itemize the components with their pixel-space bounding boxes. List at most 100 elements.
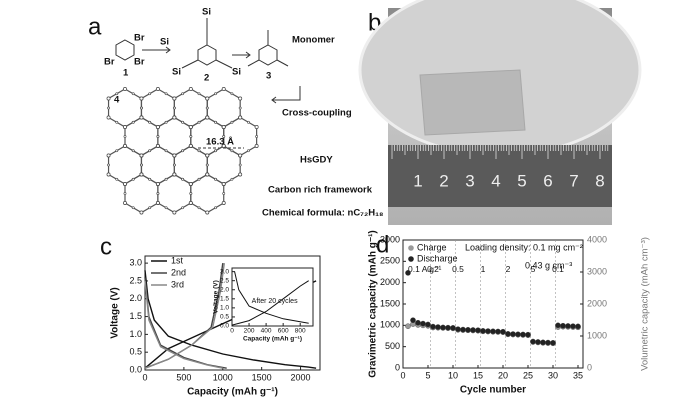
atom xyxy=(107,106,110,110)
rate-label: 5 xyxy=(531,264,536,274)
hexagon xyxy=(206,88,241,128)
atom xyxy=(188,87,193,91)
atom xyxy=(123,201,127,205)
atom xyxy=(148,206,152,210)
atom xyxy=(181,92,184,96)
x-tick-label: 20 xyxy=(498,370,508,380)
atom xyxy=(155,144,160,148)
atom xyxy=(139,210,144,215)
ring xyxy=(258,44,278,66)
plot-frame xyxy=(231,267,314,327)
y-tick-label: 500 xyxy=(385,341,400,351)
atom xyxy=(148,92,152,96)
ruler-label: 2 xyxy=(439,171,448,190)
data-point xyxy=(430,323,436,330)
plot: 0 200 400 600 800 0.0 0.5 1.0 1.5 2.0 2.5 3.0 Capaci… xyxy=(213,267,314,343)
atom xyxy=(238,153,243,158)
data-point xyxy=(475,327,481,334)
atom xyxy=(197,206,201,210)
x-tick-label: 600 xyxy=(278,328,289,335)
x-axis-label: Cycle number xyxy=(460,385,526,396)
y-tick-label: 0.5 xyxy=(220,314,229,321)
atom xyxy=(155,201,160,205)
rate-label: 0.1 xyxy=(552,264,564,274)
atom xyxy=(238,106,242,110)
y-tick-label: 1.5 xyxy=(129,311,142,321)
hexagon xyxy=(124,116,159,157)
atom xyxy=(230,92,234,96)
y-axis-label: Gravimetric capacity (mAh g⁻¹) xyxy=(368,230,379,378)
atom xyxy=(205,172,210,177)
y-tick-label: 2.0 xyxy=(129,293,142,303)
atom xyxy=(197,120,201,124)
atom xyxy=(172,172,177,177)
atom xyxy=(172,153,177,158)
atom xyxy=(197,177,201,181)
annotation: 0.43 g cm⁻³ xyxy=(525,260,572,270)
y-tick-label: 1.0 xyxy=(129,329,142,339)
atom xyxy=(131,177,135,181)
atom xyxy=(221,87,226,91)
ruler-label: 3 xyxy=(465,171,474,190)
annotation: Loading density: 0.1 mg cm⁻² xyxy=(465,242,583,252)
data-point xyxy=(455,326,461,332)
data-point xyxy=(495,328,501,335)
panel-letter: d xyxy=(376,231,389,258)
atom xyxy=(230,149,234,153)
atom xyxy=(164,206,168,210)
plot: 0 5 10 15 20 25 30 35050010001500200025003000Cy… xyxy=(368,230,651,395)
y-tick-label: 2000 xyxy=(380,277,400,287)
atom xyxy=(106,96,111,101)
scheme-label: Chemical formula: nC₇₂H₁₈ xyxy=(262,208,383,219)
atom xyxy=(205,115,210,120)
x-tick-label: 200 xyxy=(244,328,255,335)
atom xyxy=(155,87,160,91)
arrow-head xyxy=(165,46,171,54)
atom xyxy=(148,149,152,153)
atom xyxy=(205,96,210,101)
x-tick-label: 5 xyxy=(425,370,430,380)
data-point xyxy=(410,317,416,324)
data-point xyxy=(405,270,411,276)
data-point xyxy=(515,331,521,338)
y2-tick-label: 3000 xyxy=(587,266,607,276)
atom xyxy=(181,177,184,181)
atom xyxy=(156,135,160,138)
y-tick-label: 1500 xyxy=(380,298,400,308)
y2-tick-label: 1000 xyxy=(587,330,607,340)
atom xyxy=(205,106,209,110)
ring xyxy=(115,39,135,61)
film xyxy=(419,69,526,136)
annotation: After 20 cycles xyxy=(252,298,298,305)
panel-letter: c xyxy=(100,233,112,260)
atom xyxy=(221,201,226,205)
rate-label: 0.5 xyxy=(452,264,464,274)
hexagon xyxy=(190,173,225,214)
data-point xyxy=(550,340,556,346)
data-point xyxy=(575,323,581,330)
y2-tick-label: 0 xyxy=(587,362,592,372)
scheme-label: Carbon rich framework xyxy=(268,185,373,196)
ruler-label: 6 xyxy=(543,171,552,190)
atom xyxy=(140,163,143,167)
y-tick-label: 0 xyxy=(395,362,400,372)
ring xyxy=(197,44,217,66)
data-point xyxy=(435,324,441,330)
data-point xyxy=(445,324,451,331)
y-tick-label: 3.0 xyxy=(129,258,142,268)
hexagon xyxy=(107,145,143,185)
atom xyxy=(247,120,250,124)
atom xyxy=(156,192,160,195)
atom-label: Si xyxy=(172,67,181,78)
data-point xyxy=(465,327,471,333)
data-point xyxy=(485,328,491,334)
atom xyxy=(106,115,111,120)
x-tick-label: 1000 xyxy=(213,372,233,382)
y2-axis-label: Volumetric capacity (mAh cm⁻³) xyxy=(640,237,651,371)
atom xyxy=(164,120,168,124)
atom xyxy=(181,120,184,124)
atom xyxy=(189,192,193,195)
atom xyxy=(164,92,168,96)
legend-label: 3rd xyxy=(171,279,184,289)
atom xyxy=(172,163,176,167)
